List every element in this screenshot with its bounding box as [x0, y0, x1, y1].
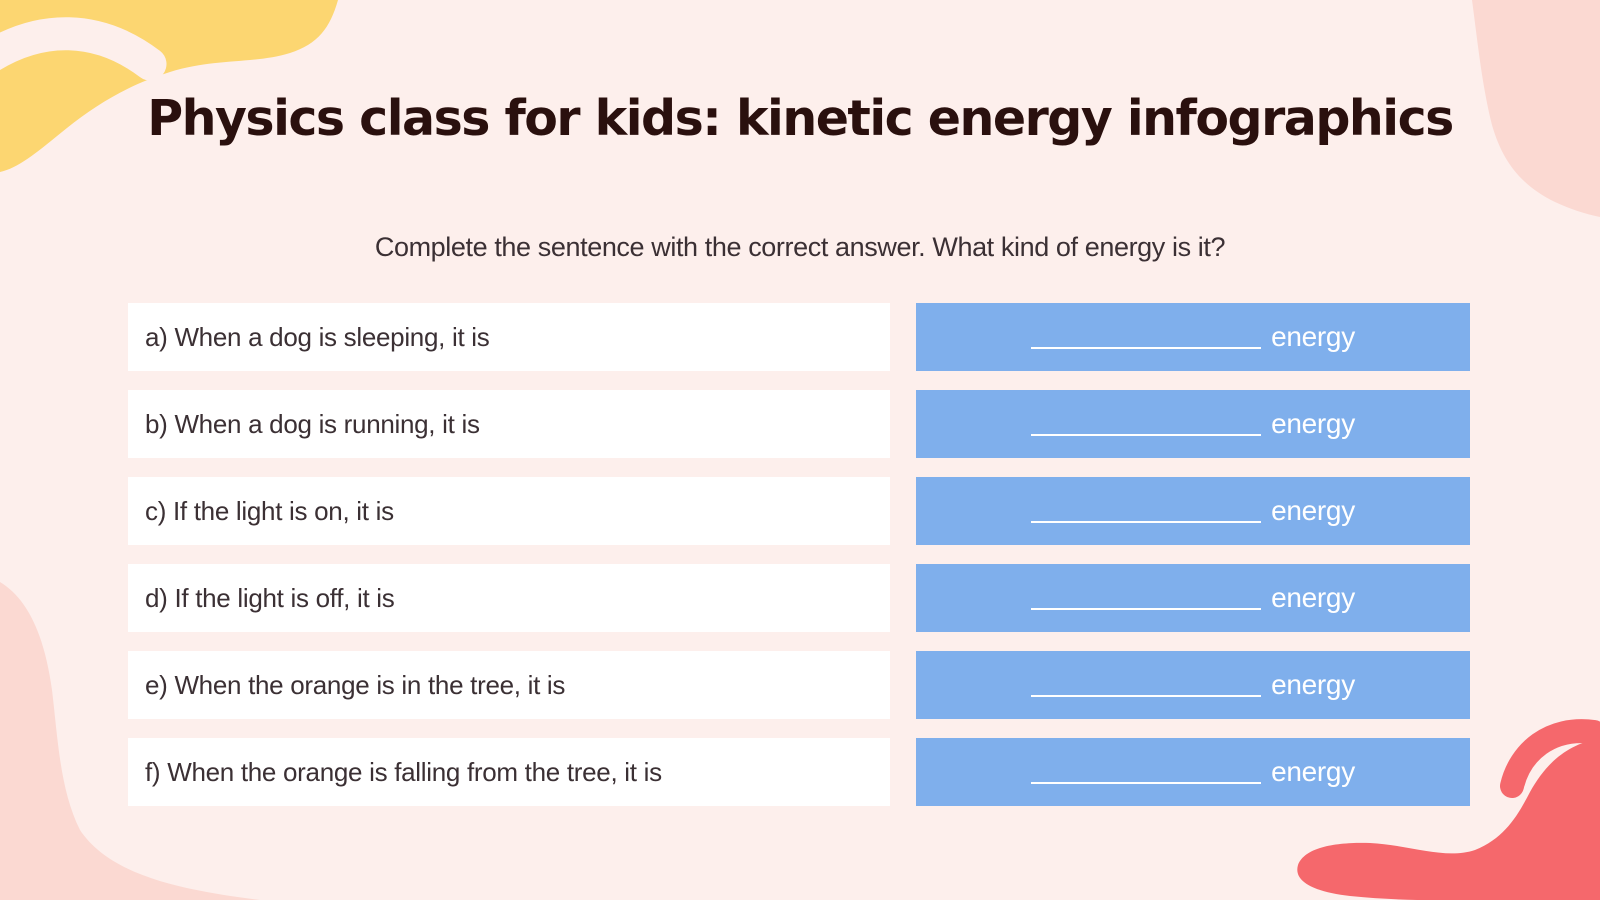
question-card: b) When a dog is running, it is: [128, 390, 890, 458]
question-list: a) When a dog is sleeping, it is energy …: [128, 303, 1470, 806]
answer-bar: energy: [916, 390, 1470, 458]
answer-bar: energy: [916, 477, 1470, 545]
answer-bar: energy: [916, 303, 1470, 371]
answer-suffix-label: energy: [1271, 582, 1355, 613]
answer-blank-line[interactable]: [1031, 782, 1262, 784]
question-row-f: f) When the orange is falling from the t…: [128, 738, 1470, 806]
question-card: f) When the orange is falling from the t…: [128, 738, 890, 806]
answer-suffix-label: energy: [1271, 495, 1355, 526]
question-card: e) When the orange is in the tree, it is: [128, 651, 890, 719]
answer-suffix-label: energy: [1271, 669, 1355, 700]
answer-bar: energy: [916, 564, 1470, 632]
question-card: d) If the light is off, it is: [128, 564, 890, 632]
answer-blank-line[interactable]: [1031, 608, 1262, 610]
question-row-c: c) If the light is on, it is energy: [128, 477, 1470, 545]
instruction-text: Complete the sentence with the correct a…: [374, 232, 1226, 262]
answer-blank-line[interactable]: [1031, 434, 1262, 436]
answer-suffix-label: energy: [1271, 408, 1355, 439]
answer-bar: energy: [916, 651, 1470, 719]
question-row-b: b) When a dog is running, it is energy: [128, 390, 1470, 458]
question-card: a) When a dog is sleeping, it is: [128, 303, 890, 371]
answer-suffix-label: energy: [1271, 321, 1355, 352]
answer-blank-line[interactable]: [1031, 521, 1262, 523]
page-title: Physics class for kids: kinetic energy i…: [147, 90, 1454, 147]
question-row-d: d) If the light is off, it is energy: [128, 564, 1470, 632]
question-row-a: a) When a dog is sleeping, it is energy: [128, 303, 1470, 371]
answer-blank-line[interactable]: [1031, 695, 1262, 697]
question-card: c) If the light is on, it is: [128, 477, 890, 545]
answer-bar: energy: [916, 738, 1470, 806]
answer-blank-line[interactable]: [1031, 347, 1262, 349]
question-row-e: e) When the orange is in the tree, it is…: [128, 651, 1470, 719]
answer-suffix-label: energy: [1271, 756, 1355, 787]
